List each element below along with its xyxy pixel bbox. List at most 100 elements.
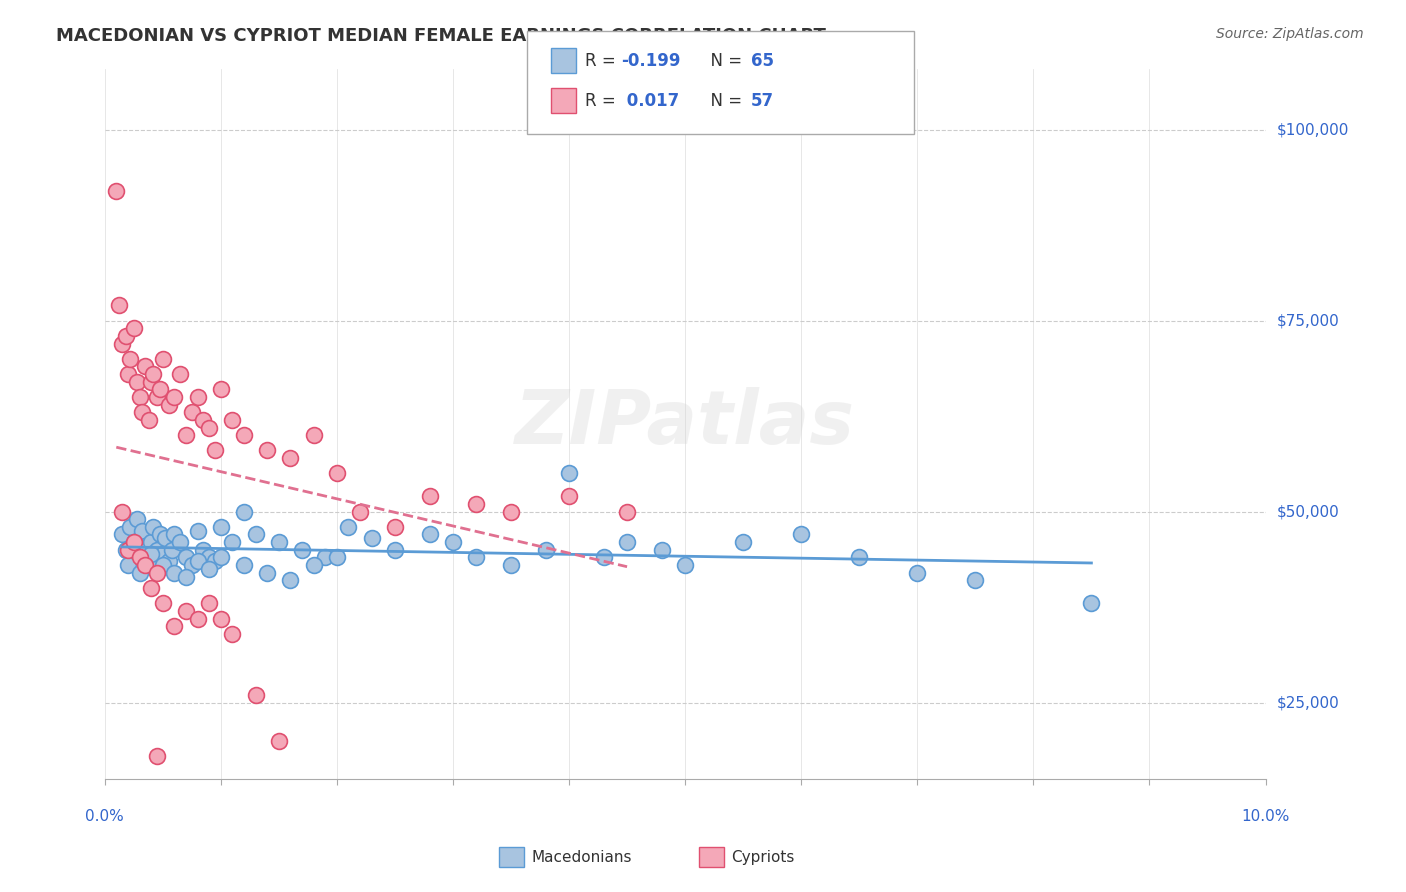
Point xyxy=(193,542,215,557)
Point xyxy=(592,550,614,565)
Point xyxy=(149,382,172,396)
Point xyxy=(326,550,349,565)
Point xyxy=(180,405,202,419)
Point xyxy=(221,627,243,641)
Point xyxy=(139,547,162,561)
Point xyxy=(146,566,169,580)
Point xyxy=(245,688,267,702)
Point xyxy=(111,336,134,351)
Text: 0.017: 0.017 xyxy=(621,92,679,110)
Point xyxy=(209,520,232,534)
Point xyxy=(256,566,278,580)
Point xyxy=(209,382,232,396)
Point xyxy=(291,542,314,557)
Point xyxy=(302,558,325,572)
Point xyxy=(198,562,221,576)
Point xyxy=(120,351,142,366)
Point xyxy=(152,558,174,572)
Point xyxy=(128,550,150,565)
Point xyxy=(122,535,145,549)
Point xyxy=(616,505,638,519)
Point xyxy=(233,428,256,442)
Text: 57: 57 xyxy=(751,92,773,110)
Point xyxy=(193,413,215,427)
Point xyxy=(534,542,557,557)
Point xyxy=(174,569,197,583)
Point xyxy=(128,566,150,580)
Point xyxy=(965,574,987,588)
Point xyxy=(163,566,186,580)
Point xyxy=(256,443,278,458)
Point xyxy=(441,535,464,549)
Point xyxy=(204,443,226,458)
Point xyxy=(152,596,174,610)
Point xyxy=(142,367,165,381)
Point xyxy=(139,375,162,389)
Point xyxy=(280,451,302,466)
Text: $25,000: $25,000 xyxy=(1277,695,1340,710)
Text: Cypriots: Cypriots xyxy=(731,850,794,864)
Point xyxy=(267,733,290,747)
Point xyxy=(122,535,145,549)
Point xyxy=(198,596,221,610)
Point xyxy=(107,298,129,312)
Text: -0.199: -0.199 xyxy=(621,52,681,70)
Point xyxy=(111,505,134,519)
Point xyxy=(174,428,197,442)
Point xyxy=(174,550,197,565)
Point xyxy=(245,527,267,541)
Point xyxy=(187,390,209,404)
Point xyxy=(790,527,813,541)
Point xyxy=(198,420,221,434)
Point xyxy=(221,535,243,549)
Point xyxy=(152,547,174,561)
Point xyxy=(142,520,165,534)
Point xyxy=(280,574,302,588)
Point xyxy=(157,398,180,412)
Point xyxy=(127,512,149,526)
Text: $50,000: $50,000 xyxy=(1277,504,1340,519)
Point xyxy=(337,520,360,534)
Text: R =: R = xyxy=(585,52,621,70)
Point xyxy=(139,535,162,549)
Point xyxy=(384,520,406,534)
Point xyxy=(465,550,488,565)
Text: ZIPatlas: ZIPatlas xyxy=(515,387,855,460)
Point xyxy=(187,554,209,568)
Point xyxy=(128,390,150,404)
Point xyxy=(160,542,183,557)
Text: 65: 65 xyxy=(751,52,773,70)
Point xyxy=(114,329,136,343)
Text: 10.0%: 10.0% xyxy=(1241,810,1289,824)
Point xyxy=(419,489,441,503)
Point xyxy=(152,351,174,366)
Point xyxy=(134,558,156,572)
Point xyxy=(134,539,156,553)
Text: Macedonians: Macedonians xyxy=(531,850,631,864)
Point xyxy=(349,505,371,519)
Point xyxy=(558,467,581,481)
Point xyxy=(187,611,209,625)
Point xyxy=(169,535,191,549)
Point xyxy=(114,542,136,557)
Point xyxy=(384,542,406,557)
Text: Source: ZipAtlas.com: Source: ZipAtlas.com xyxy=(1216,27,1364,41)
Point xyxy=(360,531,382,545)
Point xyxy=(180,558,202,572)
Point xyxy=(1080,596,1102,610)
Text: N =: N = xyxy=(700,52,748,70)
Text: 0.0%: 0.0% xyxy=(86,810,124,824)
Point xyxy=(117,542,139,557)
Point xyxy=(146,542,169,557)
Point xyxy=(149,527,172,541)
Point xyxy=(616,535,638,549)
Point xyxy=(127,375,149,389)
Point xyxy=(105,184,128,198)
Point xyxy=(558,489,581,503)
Point xyxy=(733,535,755,549)
Point xyxy=(326,467,349,481)
Point xyxy=(419,527,441,541)
Point xyxy=(314,550,336,565)
Text: $100,000: $100,000 xyxy=(1277,122,1350,137)
Point xyxy=(204,554,226,568)
